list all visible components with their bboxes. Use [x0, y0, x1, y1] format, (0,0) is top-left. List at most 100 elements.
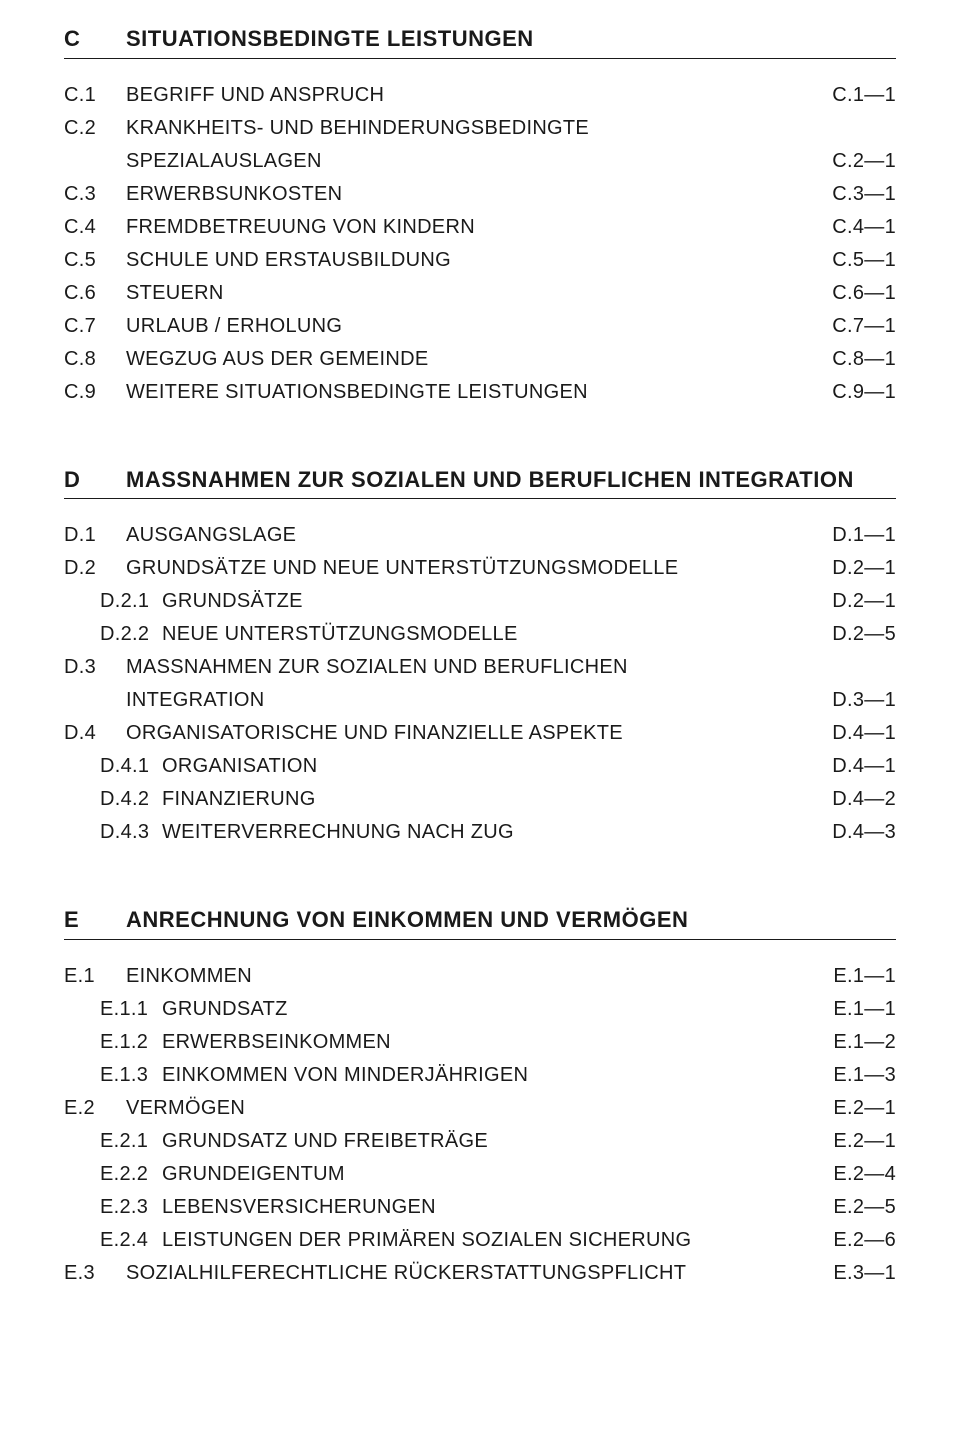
toc-row: D.2GRUNDSÄTZE UND NEUE UNTERSTÜTZUNGSMOD… — [64, 552, 896, 585]
toc-number: E.2.2 — [64, 1158, 162, 1191]
toc-label: URLAUB / ERHOLUNG — [126, 310, 832, 343]
toc-label: VERMÖGEN — [126, 1092, 833, 1125]
toc-list: E.1EINKOMMENE.1—1E.1.1GRUNDSATZE.1—1E.1.… — [64, 960, 896, 1290]
section-letter: C — [64, 26, 126, 52]
toc-number: C.2 — [64, 112, 126, 145]
toc-row: E.1.1GRUNDSATZE.1—1 — [64, 993, 896, 1026]
toc-number: D.2.2 — [64, 618, 162, 651]
toc-row: D.3MASSNAHMEN ZUR SOZIALEN UND BERUFLICH… — [64, 651, 896, 684]
toc-number: E.2.3 — [64, 1191, 162, 1224]
toc-list: D.1AUSGANGSLAGED.1—1D.2GRUNDSÄTZE UND NE… — [64, 519, 896, 849]
toc-label-continuation: SPEZIALAUSLAGEN — [64, 145, 832, 178]
toc-number: C.5 — [64, 244, 126, 277]
toc-page-ref: E.1—1 — [833, 993, 896, 1026]
toc-row: E.1EINKOMMENE.1—1 — [64, 960, 896, 993]
toc-page-ref: D.2—1 — [832, 552, 896, 585]
toc-number: C.7 — [64, 310, 126, 343]
toc-label: ORGANISATION — [162, 750, 832, 783]
toc-page-ref: E.2—6 — [833, 1224, 896, 1257]
toc-page-ref: D.2—5 — [832, 618, 896, 651]
toc-number: E.1.1 — [64, 993, 162, 1026]
toc-number: D.4.3 — [64, 816, 162, 849]
toc-label: GRUNDEIGENTUM — [162, 1158, 833, 1191]
toc-label: EINKOMMEN VON MINDERJÄHRIGEN — [162, 1059, 833, 1092]
toc-row: C.9WEITERE SITUATIONSBEDINGTE LEISTUNGEN… — [64, 376, 896, 409]
toc-number: C.6 — [64, 277, 126, 310]
toc-page-ref: E.1—3 — [833, 1059, 896, 1092]
toc-row: E.2.3LEBENSVERSICHERUNGENE.2—5 — [64, 1191, 896, 1224]
toc-page-ref: C.5—1 — [832, 244, 896, 277]
toc-page-ref: D.3—1 — [832, 684, 896, 717]
toc-page-ref: D.4—2 — [832, 783, 896, 816]
toc-number: E.2 — [64, 1092, 126, 1125]
section-title: MASSNAHMEN ZUR SOZIALEN UND BERUFLICHEN … — [126, 465, 854, 495]
toc-label: ORGANISATORISCHE UND FINANZIELLE ASPEKTE — [126, 717, 832, 750]
toc-number: D.3 — [64, 651, 126, 684]
toc-page-ref: D.4—3 — [832, 816, 896, 849]
toc-page-ref: C.3—1 — [832, 178, 896, 211]
toc-label: GRUNDSÄTZE — [162, 585, 832, 618]
toc-label: SOZIALHILFERECHTLICHE RÜCKERSTATTUNGSPFL… — [126, 1257, 833, 1290]
toc-page-ref: C.6—1 — [832, 277, 896, 310]
toc-number: D.4 — [64, 717, 126, 750]
toc-page-ref: E.2—1 — [833, 1125, 896, 1158]
section-letter: E — [64, 907, 126, 933]
toc-label: WEGZUG AUS DER GEMEINDE — [126, 343, 832, 376]
toc-label: MASSNAHMEN ZUR SOZIALEN UND BERUFLICHEN — [126, 651, 896, 684]
toc-number: C.8 — [64, 343, 126, 376]
toc-row: E.3SOZIALHILFERECHTLICHE RÜCKERSTATTUNGS… — [64, 1257, 896, 1290]
section-letter: D — [64, 467, 126, 493]
toc-row: D.2.2NEUE UNTERSTÜTZUNGSMODELLED.2—5 — [64, 618, 896, 651]
toc-row: C.3ERWERBSUNKOSTENC.3—1 — [64, 178, 896, 211]
toc-page-ref: C.4—1 — [832, 211, 896, 244]
toc-label-continuation: INTEGRATION — [64, 684, 832, 717]
toc-page-ref: C.8—1 — [832, 343, 896, 376]
toc-row: C.7URLAUB / ERHOLUNGC.7—1 — [64, 310, 896, 343]
toc-row: D.2.1GRUNDSÄTZED.2—1 — [64, 585, 896, 618]
toc-row: E.1.3EINKOMMEN VON MINDERJÄHRIGENE.1—3 — [64, 1059, 896, 1092]
toc-page-ref: D.4—1 — [832, 750, 896, 783]
toc-label: LEISTUNGEN DER PRIMÄREN SOZIALEN SICHERU… — [162, 1224, 833, 1257]
toc-label: SCHULE UND ERSTAUSBILDUNG — [126, 244, 832, 277]
toc-label: FREMDBETREUUNG VON KINDERN — [126, 211, 832, 244]
toc-row: D.1AUSGANGSLAGED.1—1 — [64, 519, 896, 552]
toc-page-ref: E.2—1 — [833, 1092, 896, 1125]
section-header: EANRECHNUNG VON EINKOMMEN UND VERMÖGEN — [64, 905, 896, 940]
toc-label: FINANZIERUNG — [162, 783, 832, 816]
toc-number: C.1 — [64, 79, 126, 112]
toc-page-ref: D.4—1 — [832, 717, 896, 750]
toc-row: D.4.2FINANZIERUNGD.4—2 — [64, 783, 896, 816]
section-title: ANRECHNUNG VON EINKOMMEN UND VERMÖGEN — [126, 905, 688, 935]
toc-number: E.1.2 — [64, 1026, 162, 1059]
toc-page-ref: E.1—2 — [833, 1026, 896, 1059]
toc-number: D.4.2 — [64, 783, 162, 816]
section-header: DMASSNAHMEN ZUR SOZIALEN UND BERUFLICHEN… — [64, 465, 896, 500]
toc-page-ref: C.1—1 — [832, 79, 896, 112]
toc-page: CSITUATIONSBEDINGTE LEISTUNGENC.1BEGRIFF… — [0, 0, 960, 1338]
toc-number: D.1 — [64, 519, 126, 552]
section-title: SITUATIONSBEDINGTE LEISTUNGEN — [126, 24, 534, 54]
toc-row: C.2KRANKHEITS- UND BEHINDERUNGSBEDINGTE — [64, 112, 896, 145]
toc-number: E.2.4 — [64, 1224, 162, 1257]
toc-list: C.1BEGRIFF UND ANSPRUCHC.1—1C.2KRANKHEIT… — [64, 79, 896, 409]
section-header: CSITUATIONSBEDINGTE LEISTUNGEN — [64, 24, 896, 59]
toc-page-ref: C.2—1 — [832, 145, 896, 178]
toc-row: C.1BEGRIFF UND ANSPRUCHC.1—1 — [64, 79, 896, 112]
toc-number: D.2 — [64, 552, 126, 585]
toc-label: GRUNDSATZ — [162, 993, 833, 1026]
toc-row: D.4.1ORGANISATIOND.4—1 — [64, 750, 896, 783]
toc-label: WEITERVERRECHNUNG NACH ZUG — [162, 816, 832, 849]
toc-number: C.4 — [64, 211, 126, 244]
toc-row: E.2.2GRUNDEIGENTUME.2—4 — [64, 1158, 896, 1191]
toc-label: BEGRIFF UND ANSPRUCH — [126, 79, 832, 112]
toc-label: ERWERBSEINKOMMEN — [162, 1026, 833, 1059]
toc-row: E.2.4LEISTUNGEN DER PRIMÄREN SOZIALEN SI… — [64, 1224, 896, 1257]
toc-label: NEUE UNTERSTÜTZUNGSMODELLE — [162, 618, 832, 651]
toc-number: D.4.1 — [64, 750, 162, 783]
toc-row: E.2VERMÖGENE.2—1 — [64, 1092, 896, 1125]
toc-label: WEITERE SITUATIONSBEDINGTE LEISTUNGEN — [126, 376, 832, 409]
toc-number: D.2.1 — [64, 585, 162, 618]
toc-page-ref: C.7—1 — [832, 310, 896, 343]
toc-label: ERWERBSUNKOSTEN — [126, 178, 832, 211]
toc-number: E.1 — [64, 960, 126, 993]
